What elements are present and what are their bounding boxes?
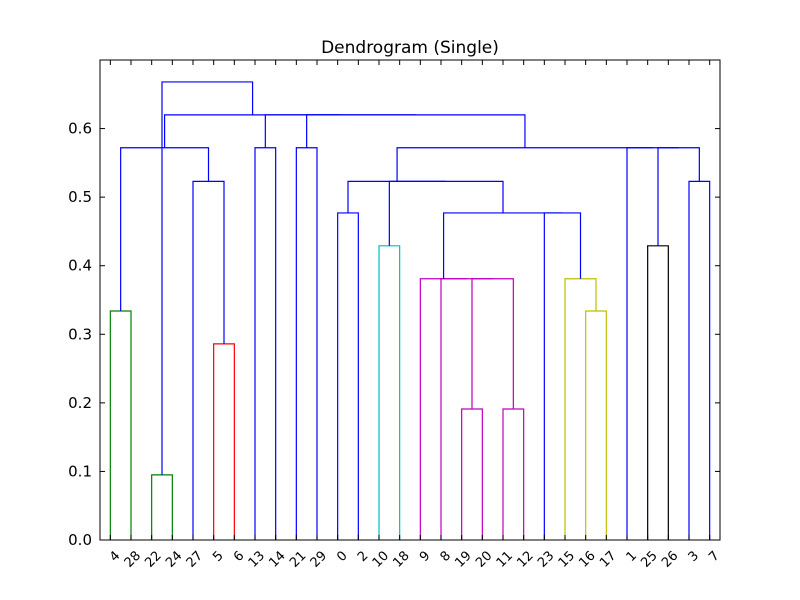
dendrogram-link-9	[461, 408, 483, 540]
dendrogram-link-11	[471, 278, 514, 410]
leaf-label-1: 1	[624, 548, 640, 564]
leaf-label-5: 5	[210, 548, 226, 564]
leaf-label-7: 7	[706, 548, 722, 564]
dendrogram-link-28	[161, 81, 254, 475]
y-tick-label: 0.0	[68, 531, 92, 549]
dendrogram-link-23	[626, 147, 679, 540]
dendrogram-link-15	[564, 278, 597, 540]
dendrogram-link-7	[337, 212, 359, 540]
dendrogram-link-25	[306, 114, 526, 148]
dendrogram-link-26	[264, 114, 416, 148]
leaf-label-2: 2	[355, 548, 371, 564]
dendrogram-link-14	[585, 310, 607, 540]
leaf-label-26: 26	[659, 548, 681, 570]
dendrogram-link-0	[109, 310, 132, 540]
dendrogram-link-8	[378, 245, 401, 540]
leaf-label-16: 16	[576, 548, 598, 570]
leaf-label-11: 11	[494, 548, 516, 570]
leaf-label-19: 19	[452, 548, 474, 570]
leaf-label-29: 29	[308, 548, 330, 570]
dendrogram-link-22	[657, 147, 700, 246]
leaf-label-23: 23	[535, 548, 557, 570]
leaf-label-20: 20	[473, 548, 495, 570]
dendrogram-link-17	[442, 212, 563, 279]
leaf-label-25: 25	[638, 548, 660, 570]
axes-frame	[99, 59, 721, 541]
dendrogram-link-3	[192, 180, 225, 540]
leaf-label-28: 28	[122, 548, 144, 570]
dendrogram-link-10	[502, 408, 525, 540]
leaf-label-0: 0	[334, 548, 350, 564]
chart-title: Dendrogram (Single)	[321, 38, 499, 58]
y-tick-label: 0.1	[68, 462, 92, 480]
leaf-label-8: 8	[438, 548, 454, 564]
dendrogram-link-6	[295, 147, 318, 540]
dendrogram-link-13	[419, 278, 467, 540]
leaf-label-4: 4	[107, 548, 123, 564]
leaf-label-14: 14	[266, 548, 288, 570]
dendrogram-links	[109, 81, 711, 540]
dendrogram-link-16	[543, 212, 582, 540]
leaf-label-13: 13	[246, 548, 268, 570]
leaf-label-3: 3	[686, 548, 702, 564]
leaf-label-17: 17	[597, 548, 619, 570]
dendrogram-link-20	[647, 245, 669, 540]
dendrogram-link-2	[213, 343, 235, 540]
y-axis: 0.0 0.1 0.2 0.3 0.4 0.5 0.6	[68, 120, 720, 549]
leaf-label-24: 24	[163, 548, 185, 570]
dendrogram-link-4	[120, 147, 210, 311]
dendrogram-link-19	[347, 180, 447, 213]
y-tick-label: 0.3	[68, 325, 92, 343]
dendrogram-link-21	[688, 180, 711, 540]
dendrogram-link-18	[388, 180, 504, 246]
y-tick-label: 0.2	[68, 394, 92, 412]
leaf-label-6: 6	[231, 548, 247, 564]
dendrogram-link-27	[163, 114, 341, 148]
dendrogram-link-1	[151, 474, 173, 540]
leaf-label-21: 21	[287, 548, 309, 570]
y-tick-label: 0.6	[68, 120, 92, 138]
leaf-label-9: 9	[417, 548, 433, 564]
leaf-label-10: 10	[370, 548, 392, 570]
leaf-label-15: 15	[556, 548, 578, 570]
y-tick-label: 0.4	[68, 257, 92, 275]
y-tick-label: 0.5	[68, 188, 92, 206]
leaf-label-18: 18	[390, 548, 412, 570]
dendrogram-link-5	[254, 147, 277, 540]
leaf-label-12: 12	[514, 548, 536, 570]
leaf-label-22: 22	[142, 548, 164, 570]
dendrogram-link-24	[396, 147, 653, 182]
leaf-label-27: 27	[184, 548, 206, 570]
